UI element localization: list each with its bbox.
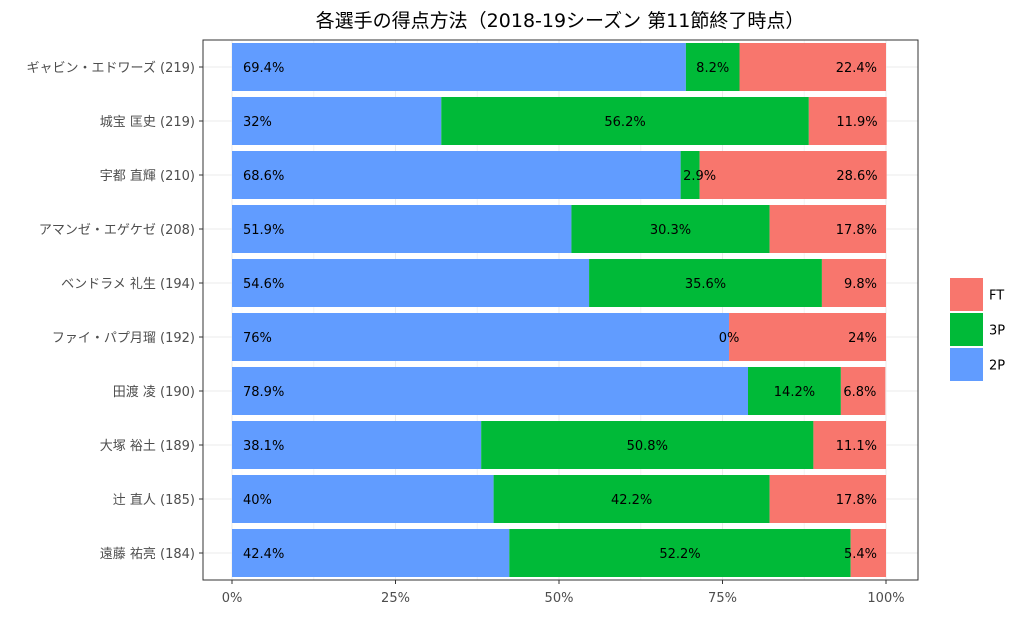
y-axis: ギャビン・エドワーズ (219) 城宝 匡史 (219) 宇都 直輝 (210) アマ…	[27, 60, 203, 562]
y-tick-label: アマンゼ・エゲケゼ (208)	[39, 223, 195, 238]
data-label-3p-0: 8.2%	[696, 61, 729, 76]
data-label-ft-9: 5.4%	[844, 547, 877, 562]
data-label-3p-7: 50.8%	[627, 439, 668, 454]
legend-key-3p	[950, 313, 983, 346]
data-label-ft-1: 11.9%	[836, 115, 877, 130]
y-tick-label: 大塚 裕土 (189)	[100, 439, 195, 454]
data-label-2p-3: 51.9%	[243, 223, 284, 238]
data-label-3p-8: 42.2%	[611, 493, 652, 508]
data-label-2p-6: 78.9%	[243, 385, 284, 400]
y-tick-label: 辻 直人 (185)	[113, 493, 195, 508]
bar-segment-2p-0	[232, 43, 686, 91]
data-label-ft-6: 6.8%	[843, 385, 876, 400]
y-tick-label: 宇都 直輝 (210)	[100, 169, 195, 184]
bar-segment-3p-1	[441, 97, 809, 145]
bar-segment-3p-7	[481, 421, 814, 469]
y-tick-label: ギャビン・エドワーズ (219)	[27, 60, 195, 76]
x-tick-label: 50%	[545, 591, 574, 606]
data-label-ft-3: 17.8%	[836, 223, 877, 238]
legend: FT 3P 2P	[950, 278, 1005, 381]
y-tick-label: 田渡 凌 (190)	[113, 384, 195, 400]
legend-key-ft	[950, 278, 983, 311]
bar-segment-ft-1	[808, 97, 887, 145]
data-label-2p-0: 69.4%	[243, 61, 284, 76]
data-label-layer: 69.4% 8.2% 22.4% 32% 56.2% 11.9% 68.6% 2.9% 28.6…	[243, 61, 878, 562]
x-axis: 0% 25% 50% 75% 100%	[222, 580, 905, 606]
bar-segment-ft-9	[850, 529, 886, 577]
data-label-3p-2: 2.9%	[683, 169, 716, 184]
data-label-2p-2: 68.6%	[243, 169, 284, 184]
data-label-2p-1: 32%	[243, 115, 272, 130]
data-label-2p-9: 42.4%	[243, 547, 284, 562]
data-label-ft-5: 24%	[848, 331, 877, 346]
bar-segment-3p-8	[493, 475, 770, 523]
bar-segment-ft-6	[840, 367, 886, 415]
data-label-2p-5: 76%	[243, 331, 272, 346]
bar-segment-2p-5	[232, 313, 730, 361]
bar-segment-ft-2	[699, 151, 887, 199]
data-label-3p-4: 35.6%	[685, 277, 726, 292]
bar-segment-2p-9	[232, 529, 510, 577]
data-label-2p-7: 38.1%	[243, 439, 284, 454]
bar-segment-2p-8	[232, 475, 494, 523]
x-tick-label: 25%	[381, 591, 410, 606]
bar-segment-ft-0	[739, 43, 886, 91]
data-label-ft-8: 17.8%	[836, 493, 877, 508]
data-label-ft-4: 9.8%	[844, 277, 877, 292]
legend-label-2p: 2P	[989, 359, 1005, 374]
data-label-3p-9: 52.2%	[659, 547, 700, 562]
data-label-3p-5: 0%	[719, 331, 740, 346]
bar-segment-ft-7	[813, 421, 886, 469]
bar-segment-3p-6	[748, 367, 841, 415]
legend-label-ft: FT	[989, 289, 1004, 304]
data-label-2p-4: 54.6%	[243, 277, 284, 292]
legend-key-2p	[950, 348, 983, 381]
bar-segment-2p-1	[232, 97, 442, 145]
bar-segment-ft-8	[769, 475, 886, 523]
y-tick-label: 城宝 匡史 (219)	[100, 115, 195, 130]
chart-title: 各選手の得点方法（2018-19シーズン 第11節終了時点）	[316, 10, 805, 32]
legend-label-3p: 3P	[989, 324, 1005, 339]
bar-segment-ft-3	[769, 205, 886, 253]
x-tick-label: 0%	[222, 591, 243, 606]
data-label-ft-2: 28.6%	[836, 169, 877, 184]
data-label-ft-7: 11.1%	[836, 439, 877, 454]
data-label-3p-3: 30.3%	[650, 223, 691, 238]
bar-segment-2p-2	[232, 151, 681, 199]
y-tick-label: ファイ・パプ月瑠 (192)	[52, 331, 195, 346]
bar-segment-2p-4	[232, 259, 590, 307]
bar-segment-3p-3	[571, 205, 770, 253]
plot-border	[202, 39, 919, 581]
bar-segment-2p-3	[232, 205, 572, 253]
data-label-3p-6: 14.2%	[774, 385, 815, 400]
bar-segment-3p-9	[509, 529, 851, 577]
bar-segment-ft-5	[729, 313, 886, 361]
bar-segment-ft-4	[821, 259, 886, 307]
x-tick-label: 100%	[867, 591, 904, 606]
data-label-3p-1: 56.2%	[604, 115, 645, 130]
bar-segment-3p-4	[589, 259, 822, 307]
data-label-2p-8: 40%	[243, 493, 272, 508]
bar-segment-2p-7	[232, 421, 482, 469]
bar-segment-3p-0	[685, 43, 740, 91]
y-tick-label: ベンドラメ 礼生 (194)	[61, 276, 195, 292]
bar-layer	[232, 43, 887, 577]
bar-segment-2p-6	[232, 367, 749, 415]
data-label-ft-0: 22.4%	[836, 61, 877, 76]
bar-segment-3p-2	[680, 151, 700, 199]
y-tick-label: 遠藤 祐亮 (184)	[100, 546, 195, 562]
x-tick-label: 75%	[708, 591, 737, 606]
